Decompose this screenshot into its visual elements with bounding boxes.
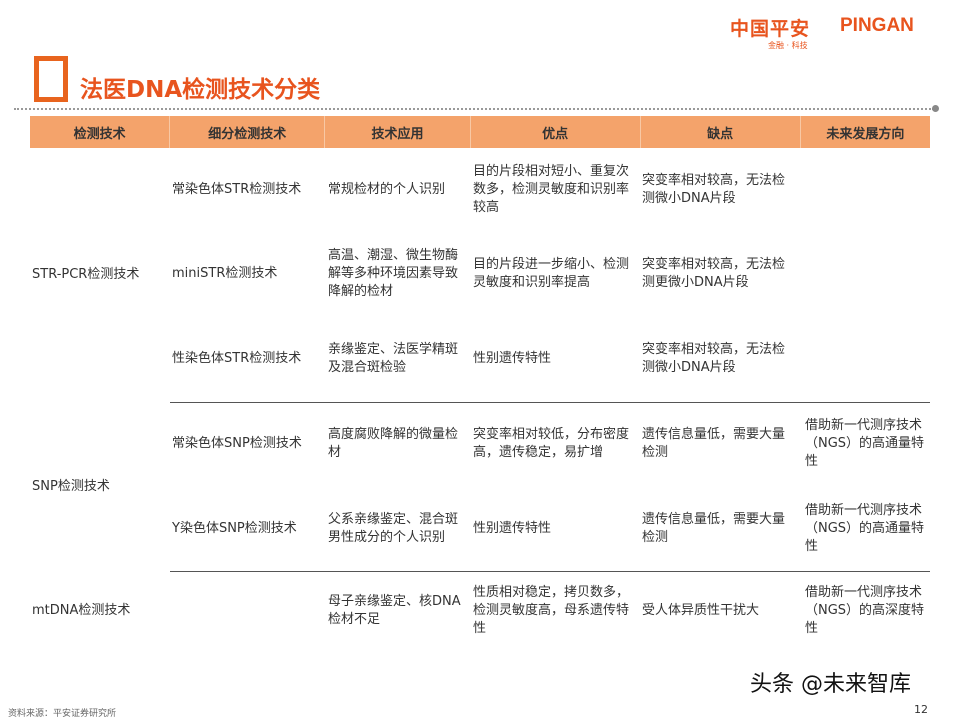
table-cell: 父系亲缘鉴定、混合斑男性成分的个人识别 [328,511,459,545]
table-cell: 常染色体SNP检测技术 [172,436,302,451]
divider-end-dot [932,105,939,112]
table-cell: 性别遗传特性 [473,520,552,536]
header-cell: 优点 [471,116,641,148]
header-cell: 缺点 [641,116,801,148]
table-cell: 遗传信息量低，需要大量检测 [642,511,786,545]
logo-subtitle: 金融 · 科技 [768,41,808,50]
table-cell: 借助新一代测序技术（NGS）的高通量特性 [805,418,925,469]
table-cell [172,571,324,651]
logo-cn: 中国平安 [730,18,811,40]
table-cell: 常规检材的个人识别 [328,182,446,197]
divider [14,108,934,110]
group-label: mtDNA检测技术 [32,603,131,618]
header-cell: 技术应用 [325,116,471,148]
table-cell: 突变率相对较低，分布密度高，遗传稳定，易扩增 [473,427,630,460]
table-cell: 遗传信息量低，需要大量检测 [642,427,786,460]
group-label: SNP检测技术 [32,478,110,494]
header-cell: 未来发展方向 [826,126,905,142]
logo-en: PINGAN [840,15,914,36]
group-label: STR-PCR检测技术 [32,267,140,282]
table-cell: 母子亲缘鉴定、核DNA检材不足 [328,594,461,627]
table-cell: 目的片段进一步缩小、检测灵敏度和识别率提高 [473,257,630,290]
table-cell: 借助新一代测序技术（NGS）的高深度特性 [805,585,925,636]
table-cell: Y染色体SNP检测技术 [172,520,297,536]
page-title: 法医DNA检测技术分类 [80,77,321,103]
table-cell: 性染色体STR检测技术 [172,351,302,366]
table-cell: 常染色体STR检测技术 [172,182,302,197]
table-cell: miniSTR检测技术 [172,266,278,281]
table-cell: 高温、潮湿、微生物酶解等多种环境因素导致降解的检材 [328,248,459,299]
table-cell [805,316,930,402]
table-cell: 亲缘鉴定、法医学精斑及混合斑检验 [328,342,459,375]
header-cell: 检测技术 [30,116,171,148]
table-cell: 突变率相对较高，无法检测微小DNA片段 [642,173,786,206]
row-divider [170,571,930,572]
watermark: 头条 @未来智库 [750,672,911,697]
table-cell: 突变率相对较高，无法检测更微小DNA片段 [642,257,786,290]
table-cell [805,232,930,316]
table-cell: 借助新一代测序技术（NGS）的高通量特性 [805,502,925,554]
table-cell: 目的片段相对短小、重复次数多，检测灵敏度和识别率较高 [473,164,630,215]
page-number: 12 [914,703,928,716]
table-cell: 性质相对稳定，拷贝数多，检测灵敏度高，母系遗传特性 [473,585,630,636]
table-header: 检测技术 细分检测技术 技术应用 优点 缺点 未来发展方向 [30,116,930,148]
table-cell: 受人体异质性干扰大 [642,603,760,618]
table-cell [805,148,930,232]
row-divider [170,402,930,403]
table-cell: 突变率相对较高，无法检测微小DNA片段 [642,342,786,375]
source-note: 资料来源：平安证券研究所 [8,709,117,719]
table-cell: 性别遗传特性 [473,351,552,366]
header-cell: 细分检测技术 [170,116,326,148]
pencil-notepad-icon [34,56,68,102]
table-cell: 高度腐败降解的微量检材 [328,427,459,460]
